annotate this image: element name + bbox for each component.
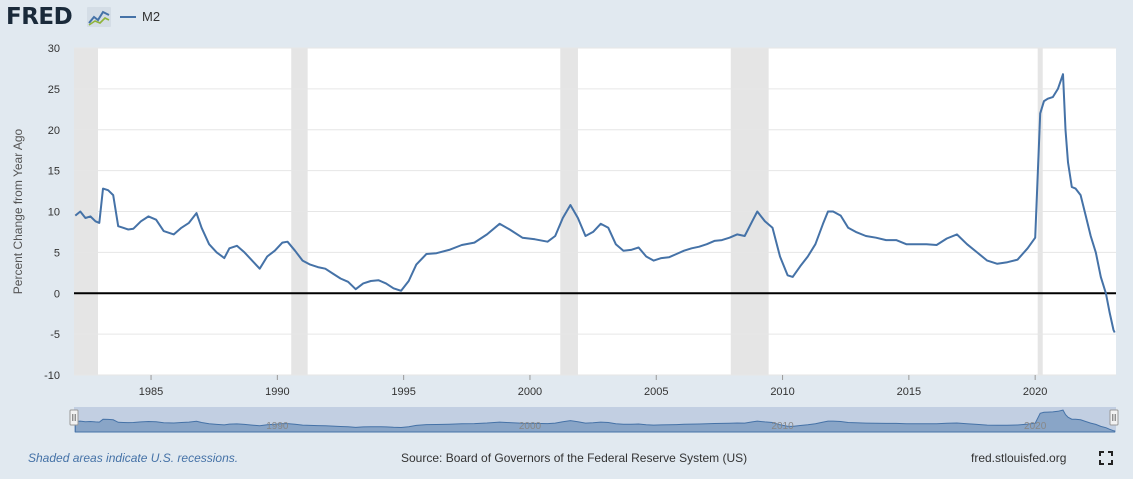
y-tick-label: 30 xyxy=(48,43,60,55)
navigator-selection[interactable] xyxy=(74,407,1116,432)
x-tick-label: 2010 xyxy=(770,386,794,398)
y-tick-label: 10 xyxy=(48,207,60,219)
x-tick-label: 2000 xyxy=(518,386,542,398)
recession-note: Shaded areas indicate U.S. recessions. xyxy=(28,451,239,465)
navigator-left-handle[interactable] xyxy=(69,409,79,426)
y-axis-label: Percent Change from Year Ago xyxy=(11,128,25,294)
x-tick-label: 1990 xyxy=(265,386,289,398)
y-tick-label: 25 xyxy=(48,84,60,96)
range-navigator[interactable]: 1990 2000 2010 2020 xyxy=(69,407,1119,433)
y-tick-label: 0 xyxy=(54,288,60,300)
chart-header: FRED M2 xyxy=(0,0,1133,38)
navigator-labels: 1990 2000 2010 2020 xyxy=(266,421,1047,432)
x-tick-label: 2015 xyxy=(897,386,921,398)
fred-logo[interactable]: FRED xyxy=(6,4,73,30)
line-chart-icon xyxy=(87,7,111,27)
navigator-series-area xyxy=(74,409,1116,433)
legend-series-swatch xyxy=(120,16,136,18)
x-tick-label: 2005 xyxy=(644,386,668,398)
y-tick-label: -5 xyxy=(50,329,60,341)
navigator-right-handle[interactable] xyxy=(1109,409,1119,426)
y-tick-label: 20 xyxy=(48,125,60,137)
navigator-year-label: 1990 xyxy=(266,421,289,432)
navigator-handle-grip[interactable] xyxy=(1109,409,1119,426)
fullscreen-icon[interactable] xyxy=(1099,451,1113,465)
source-credit: Source: Board of Governors of the Federa… xyxy=(401,451,748,465)
y-axis-ticks: 30 25 20 15 10 5 0 -5 -10 xyxy=(44,43,60,382)
y-tick-label: 15 xyxy=(48,166,60,178)
site-link[interactable]: fred.stlouisfed.org xyxy=(971,451,1067,465)
x-tick-label: 1985 xyxy=(139,386,163,398)
navigator-handle-grip[interactable] xyxy=(69,409,79,426)
legend-series-label: M2 xyxy=(142,9,161,24)
y-tick-label: 5 xyxy=(54,247,60,259)
y-tick-label: -10 xyxy=(44,370,60,382)
navigator-year-label: 2000 xyxy=(519,421,542,432)
x-tick-label: 1995 xyxy=(391,386,415,398)
navigator-year-label: 2010 xyxy=(771,421,794,432)
x-axis-ticks: 1985 1990 1995 2000 2005 2010 2015 2020 xyxy=(139,375,1047,398)
series-line-m2 xyxy=(74,73,1116,333)
navigator-year-label: 2020 xyxy=(1024,421,1047,432)
x-tick-label: 2020 xyxy=(1023,386,1047,398)
